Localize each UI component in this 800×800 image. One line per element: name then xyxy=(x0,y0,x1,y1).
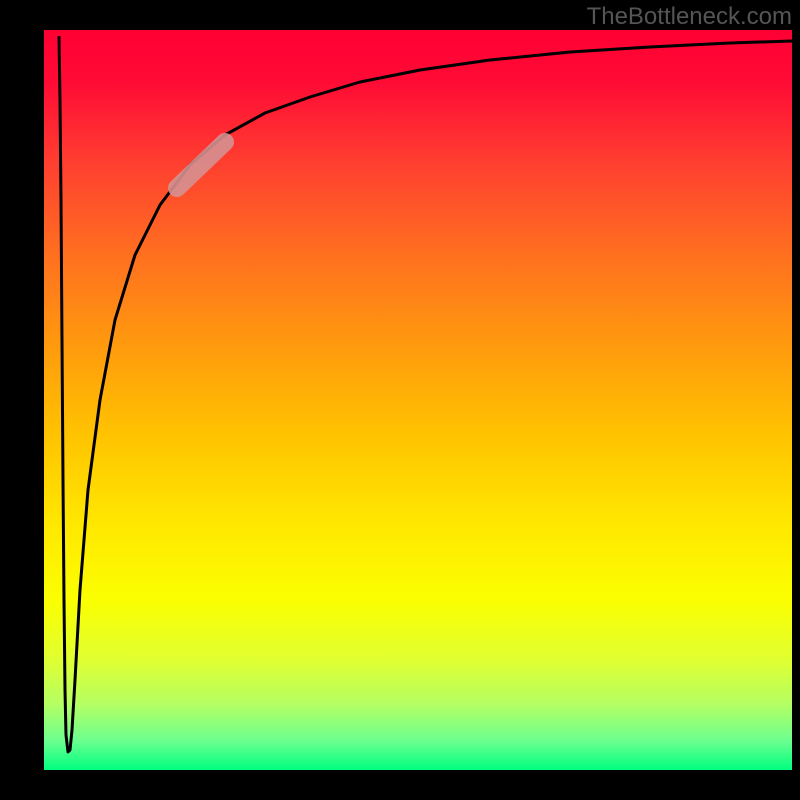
chart-svg xyxy=(0,0,800,800)
plot-background-gradient xyxy=(44,30,792,770)
chart-root: TheBottleneck.com xyxy=(0,0,800,800)
watermark-text: TheBottleneck.com xyxy=(587,3,792,31)
